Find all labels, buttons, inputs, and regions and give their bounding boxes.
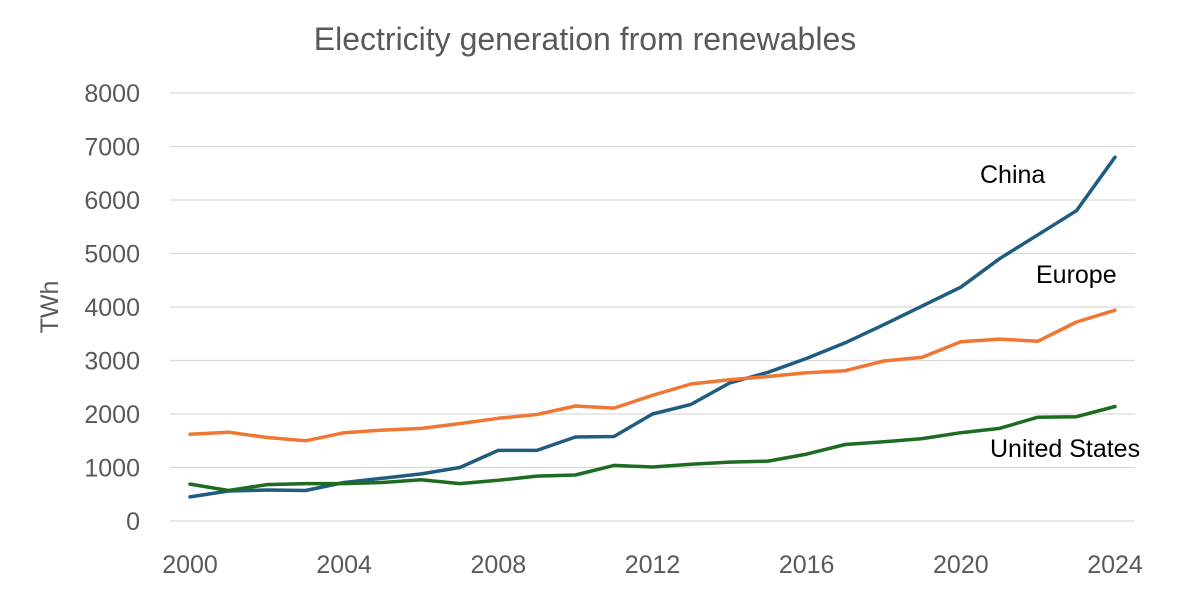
x-tick-label: 2008 [471,551,527,579]
series-label-europe: Europe [1036,261,1117,289]
y-tick-label: 8000 [84,80,140,108]
x-tick-label: 2016 [779,551,835,579]
series-line-china [188,155,1117,499]
y-tick-label: 0 [126,508,140,536]
series-label-china: China [980,161,1045,189]
x-tick-label: 2004 [316,551,372,579]
series-label-united-states: United States [990,435,1140,463]
y-tick-label: 2000 [84,401,140,429]
series-line-united-states [188,404,1117,493]
x-tick-label: 2024 [1087,551,1143,579]
x-tick-label: 2012 [625,551,681,579]
y-axis-label: TWh [36,281,64,334]
x-tick-label: 2020 [933,551,989,579]
y-tick-label: 6000 [84,187,140,215]
y-tick-label: 1000 [84,455,140,483]
y-tick-label: 4000 [84,294,140,322]
x-tick-label: 2000 [162,551,218,579]
y-tick-label: 7000 [84,134,140,162]
y-tick-label: 3000 [84,348,140,376]
y-tick-label: 5000 [84,241,140,269]
series-line-europe [188,308,1117,443]
chart-title: Electricity generation from renewables [314,21,856,57]
